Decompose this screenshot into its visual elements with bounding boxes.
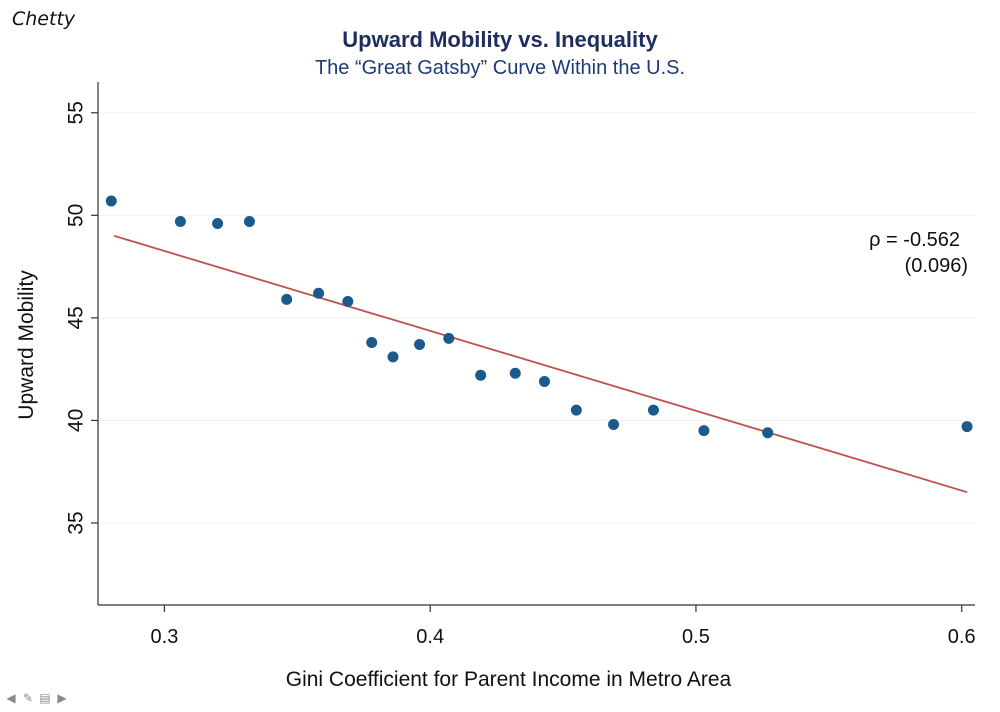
author-label: Chetty bbox=[12, 8, 76, 30]
x-tick-label: 0.6 bbox=[948, 626, 976, 648]
data-point bbox=[387, 351, 399, 363]
y-axis-label: Upward Mobility bbox=[15, 270, 38, 420]
data-point bbox=[538, 375, 550, 387]
data-point bbox=[243, 215, 255, 227]
x-tick-label: 0.3 bbox=[151, 626, 179, 648]
correlation-label: ρ = -0.562 bbox=[869, 229, 960, 251]
data-point bbox=[342, 295, 354, 307]
arrow-left-icon[interactable]: ◀ bbox=[6, 691, 16, 705]
y-tick-label: 35 bbox=[65, 511, 88, 534]
data-point bbox=[174, 215, 186, 227]
data-point bbox=[212, 218, 224, 230]
data-point bbox=[509, 367, 521, 379]
chart-title: Upward Mobility vs. Inequality bbox=[342, 27, 658, 52]
chart-subtitle: The “Great Gatsby” Curve Within the U.S. bbox=[314, 57, 686, 79]
slide-nav: ◀ ✎ ▤ ▶ bbox=[4, 692, 69, 704]
data-point bbox=[414, 339, 426, 351]
fit-line bbox=[113, 234, 968, 494]
gridlines bbox=[99, 112, 975, 524]
data-points bbox=[105, 195, 973, 439]
correlation-se-label: (0.096) bbox=[905, 255, 968, 277]
x-tick-label: 0.5 bbox=[682, 626, 710, 648]
x-axis-label: Gini Coefficient for Parent Income in Me… bbox=[286, 668, 732, 691]
menu-icon[interactable]: ▤ bbox=[39, 691, 51, 705]
data-point bbox=[570, 404, 582, 416]
x-tick-label: 0.4 bbox=[416, 626, 444, 648]
data-point bbox=[647, 404, 659, 416]
pen-icon[interactable]: ✎ bbox=[22, 691, 34, 705]
y-tick-label: 55 bbox=[65, 101, 88, 124]
data-point bbox=[698, 425, 710, 437]
y-tick-label: 40 bbox=[65, 409, 88, 432]
data-point bbox=[961, 421, 973, 433]
data-point bbox=[762, 427, 774, 439]
y-tick-label: 50 bbox=[65, 204, 88, 227]
data-point bbox=[475, 369, 487, 381]
y-tick-label: 45 bbox=[65, 306, 88, 329]
data-point bbox=[443, 332, 455, 344]
data-point bbox=[608, 419, 620, 431]
axes: 35 40 45 50 55 0.3 0.4 0.5 0.6 bbox=[65, 82, 976, 648]
data-point bbox=[313, 287, 325, 299]
arrow-right-icon[interactable]: ▶ bbox=[57, 691, 67, 705]
data-point bbox=[366, 336, 378, 348]
data-point bbox=[105, 195, 117, 207]
data-point bbox=[281, 293, 293, 305]
